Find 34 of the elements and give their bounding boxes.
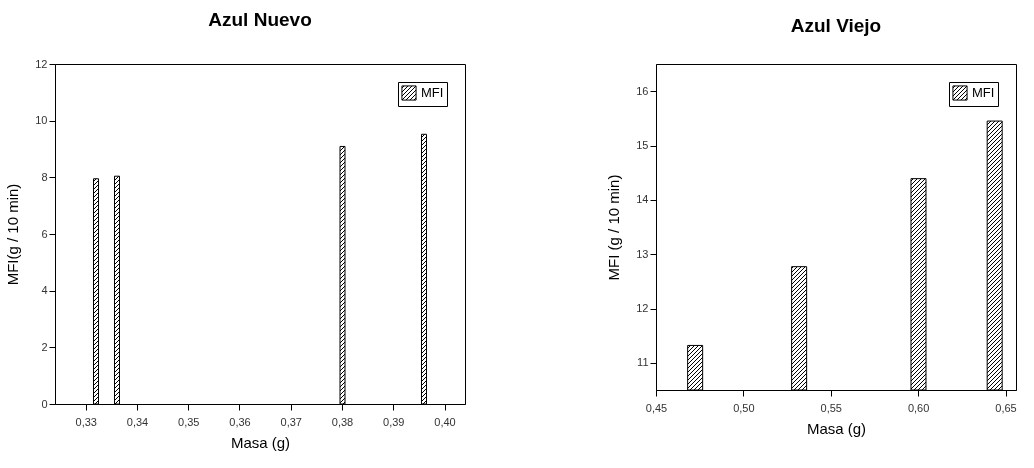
y-tick-label: 13 xyxy=(636,247,649,260)
x-tick-label: 0,40 xyxy=(434,415,456,428)
y-tick-label: 4 xyxy=(41,284,48,297)
x-tick-label: 0,33 xyxy=(75,415,97,428)
x-tick-label: 0,37 xyxy=(280,415,302,428)
x-tick-label: 0,38 xyxy=(331,415,354,428)
y-tick-label: 6 xyxy=(41,227,48,240)
y-tick-label: 12 xyxy=(636,302,649,314)
y-tick-label: 0 xyxy=(41,397,48,410)
y-tick-label: 8 xyxy=(41,170,48,183)
y-tick-label: 16 xyxy=(636,84,649,97)
x-tick-label: 0,34 xyxy=(126,415,149,428)
y-axis-title: MFI (g / 10 min) xyxy=(605,174,623,281)
x-tick-label: 0,36 xyxy=(229,415,251,428)
y-tick-label: 14 xyxy=(636,193,649,206)
chart-title: Azul Viejo xyxy=(790,15,882,36)
x-axis-title: Masa (g) xyxy=(806,419,867,437)
x-tick-label: 0,50 xyxy=(733,401,755,414)
x-tick-label: 0,35 xyxy=(178,415,200,428)
x-tick-label: 0,39 xyxy=(383,415,405,428)
x-tick-label: 0,65 xyxy=(995,401,1017,414)
y-tick-label: 11 xyxy=(637,356,649,369)
y-tick-label: 10 xyxy=(35,114,48,127)
y-tick-label: 12 xyxy=(35,57,48,70)
x-tick-label: 0,60 xyxy=(907,401,930,414)
y-axis-title: MFI(g / 10 min) xyxy=(4,183,22,286)
x-tick-label: 0,55 xyxy=(820,401,842,414)
legend-label: MFI xyxy=(972,85,995,100)
y-tick-label: 2 xyxy=(41,340,48,353)
x-tick-label: 0,45 xyxy=(645,401,668,414)
y-tick-label: 15 xyxy=(636,139,649,151)
x-axis-title: Masa (g) xyxy=(230,433,291,451)
chart-title: Azul Nuevo xyxy=(208,9,312,30)
legend-label: MFI xyxy=(421,85,444,100)
